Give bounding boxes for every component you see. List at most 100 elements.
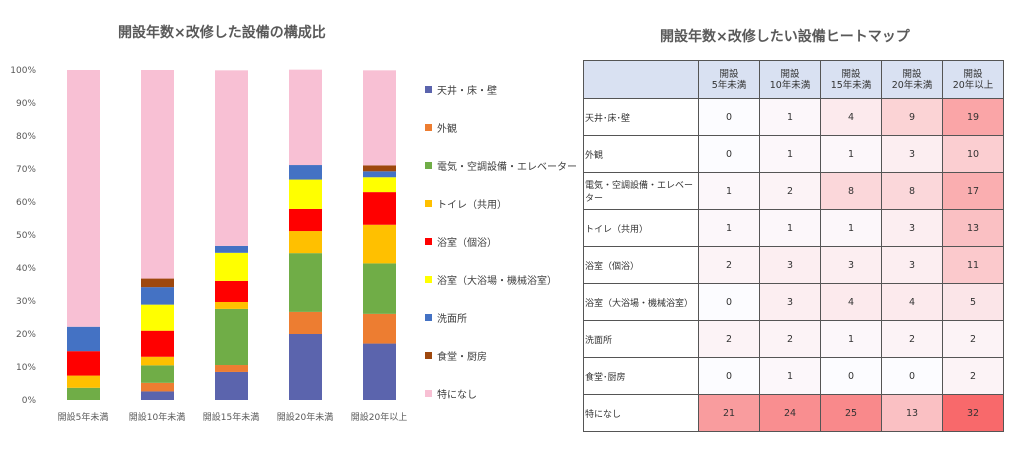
legend-swatch	[425, 124, 432, 131]
legend-item: 外観	[425, 120, 457, 135]
heatmap-cell: 25	[820, 394, 882, 432]
bar-segment	[215, 365, 248, 372]
heatmap-cell: 4	[881, 283, 943, 321]
legend-swatch	[425, 200, 432, 207]
heatmap-cell: 1	[759, 209, 821, 247]
heatmap-cell: 3	[881, 135, 943, 173]
row-label: 特になし	[583, 394, 699, 432]
y-tick-label: 90%	[16, 99, 36, 109]
bar-segment	[215, 301, 248, 309]
heatmap-cell: 17	[942, 172, 1004, 210]
heatmap-cell: 10	[942, 135, 1004, 173]
table-row: 浴室（大浴場・機械浴室） 0 3 4 4 5	[583, 283, 1004, 321]
heatmap-cell: 3	[881, 246, 943, 284]
y-tick-label: 70%	[16, 165, 36, 175]
bar-segment	[289, 334, 322, 400]
legend-label: 浴室（個浴）	[437, 238, 497, 249]
legend-item: 洗面所	[425, 310, 467, 325]
bar-segment	[141, 391, 174, 400]
bar-segment	[289, 253, 322, 312]
heatmap-cell: 0	[698, 357, 760, 395]
heatmap-cell: 0	[881, 357, 943, 395]
legend-label: 天井・床・壁	[437, 86, 497, 97]
table-row: 電気・空調設備・エレベーター 1 2 8 8 17	[583, 172, 1004, 210]
legend-label: 洗面所	[437, 314, 467, 325]
heatmap-cell: 21	[698, 394, 760, 432]
table-row: 天井･床･壁 0 1 4 9 19	[583, 98, 1004, 136]
column-header: 開設 20年未満	[881, 60, 943, 99]
bar-segment	[67, 375, 100, 388]
table-row: 浴室（個浴） 2 3 3 3 11	[583, 246, 1004, 284]
legend-label: 特になし	[437, 390, 477, 401]
y-tick-label: 60%	[16, 198, 36, 208]
bar-segment	[215, 280, 248, 302]
bar-segment	[215, 245, 248, 253]
legend-swatch	[425, 390, 432, 397]
heatmap-cell: 13	[942, 209, 1004, 247]
heatmap-cell: 0	[698, 98, 760, 136]
row-label: 食堂･厨房	[583, 357, 699, 395]
bar-segment	[67, 387, 100, 400]
bar-segment	[289, 165, 322, 180]
column-header: 開設 10年未満	[759, 60, 821, 99]
bar-segment	[289, 208, 322, 232]
heatmap-cell: 2	[881, 320, 943, 358]
heatmap-cell: 5	[942, 283, 1004, 321]
heatmap-cell: 2	[942, 357, 1004, 395]
heatmap-cell: 4	[820, 98, 882, 136]
legend-item: 浴室（大浴場・機械浴室）	[425, 272, 557, 287]
legend-swatch	[425, 352, 432, 359]
bar-segment	[289, 69, 322, 166]
y-tick-label: 80%	[16, 132, 36, 142]
x-tick-label: 開設20年以上	[351, 411, 407, 423]
legend-item: 電気・空調設備・エレベーター	[425, 158, 577, 173]
row-label: 天井･床･壁	[583, 98, 699, 136]
y-tick-label: 100%	[10, 66, 36, 76]
heatmap-cell: 3	[759, 283, 821, 321]
table-row: 外観 0 1 1 3 10	[583, 135, 1004, 173]
bar-segment	[67, 70, 100, 327]
bar-segment	[141, 330, 174, 357]
header-corner	[583, 60, 699, 99]
column-header: 開設 15年未満	[820, 60, 882, 99]
heatmap-cell: 3	[820, 246, 882, 284]
x-tick-label: 開設10年未満	[129, 411, 185, 423]
bar-segment	[363, 177, 396, 193]
legend-label: 浴室（大浴場・機械浴室）	[437, 276, 557, 287]
heatmap-cell: 3	[759, 246, 821, 284]
heatmap-cell: 2	[942, 320, 1004, 358]
legend-label: 外観	[437, 124, 457, 135]
legend-item: 食堂・厨房	[425, 348, 487, 363]
heatmap-title: 開設年数×改修したい設備ヒートマップ	[660, 29, 910, 45]
bar-segment	[363, 165, 396, 172]
chart-title: 開設年数×改修した設備の構成比	[118, 25, 326, 41]
heatmap-cell: 19	[942, 98, 1004, 136]
row-label: 浴室（個浴）	[583, 246, 699, 284]
heatmap-cell: 1	[820, 209, 882, 247]
bar-segment	[289, 179, 322, 209]
heatmap-cell: 1	[698, 172, 760, 210]
legend-item: トイレ（共用）	[425, 196, 507, 211]
heatmap-cell: 4	[820, 283, 882, 321]
y-tick-label: 50%	[16, 231, 36, 241]
row-label: 浴室（大浴場・機械浴室）	[583, 283, 699, 321]
heatmap-cell: 32	[942, 394, 1004, 432]
legend-item: 特になし	[425, 386, 477, 401]
table-row: 食堂･厨房 0 1 0 0 2	[583, 357, 1004, 395]
bar-segment	[289, 231, 322, 254]
heatmap-cell: 1	[698, 209, 760, 247]
legend-swatch	[425, 86, 432, 93]
x-tick-label: 開設15年未満	[203, 411, 259, 423]
heatmap-cell: 1	[820, 135, 882, 173]
bar-segment	[363, 343, 396, 400]
heatmap-cell: 2	[759, 320, 821, 358]
bar-segment	[363, 263, 396, 314]
bar-segment	[67, 351, 100, 376]
heatmap-cell: 8	[820, 172, 882, 210]
bar-segment	[363, 192, 396, 225]
bar-segment	[215, 371, 248, 400]
heatmap-cell: 0	[698, 135, 760, 173]
legend-swatch	[425, 162, 432, 169]
bar-segment	[141, 304, 174, 331]
legend-swatch	[425, 276, 432, 283]
